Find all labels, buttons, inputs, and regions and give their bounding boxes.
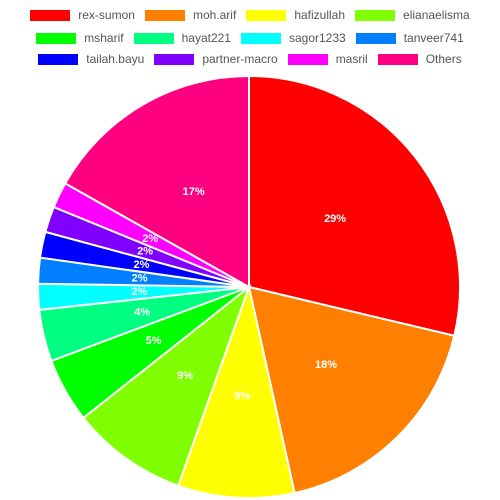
legend-item[interactable]: msharif: [36, 31, 124, 45]
legend-label: Others: [425, 52, 462, 66]
legend-item[interactable]: moh.arif: [144, 8, 237, 22]
legend-item[interactable]: elianaelisma: [355, 8, 470, 22]
legend-label: moh.arif: [192, 8, 237, 22]
slice-label: 29%: [324, 213, 346, 225]
legend-item[interactable]: rex-sumon: [30, 8, 135, 22]
legend-swatch: [30, 9, 71, 21]
legend-swatch: [355, 9, 396, 21]
legend-swatch: [154, 53, 195, 65]
pie-slice[interactable]: [82, 284, 252, 488]
legend-item[interactable]: partner-macro: [154, 52, 278, 66]
legend-label: rex-sumon: [78, 8, 135, 22]
legend-label: hayat221: [181, 31, 231, 45]
legend-swatch: [355, 32, 396, 44]
slice-label: 2%: [142, 233, 158, 245]
legend-label: sagor1233: [288, 31, 346, 45]
legend-swatch: [38, 53, 79, 65]
legend-row: rex-sumon moh.arif hafizullah elianaelisma: [0, 8, 500, 22]
slice-label: 9%: [234, 390, 250, 402]
slice-label: 2%: [131, 286, 147, 298]
slice-label: 2%: [132, 272, 148, 284]
slice-label: 17%: [183, 186, 205, 198]
legend-swatch: [133, 32, 174, 44]
legend-swatch: [144, 9, 185, 21]
legend-item[interactable]: sagor1233: [240, 31, 346, 45]
legend-label: partner-macro: [202, 52, 278, 66]
legend-item[interactable]: hafizullah: [246, 8, 345, 22]
slice-label: 2%: [134, 259, 150, 271]
legend-label: elianaelisma: [403, 8, 470, 22]
legend-row: tailah.bayu partner-macro masril Others: [0, 52, 500, 66]
pie-slice[interactable]: [248, 74, 461, 337]
slice-label: 18%: [315, 359, 337, 371]
pie-slice[interactable]: [247, 285, 456, 495]
legend-label: msharif: [84, 31, 124, 45]
legend-swatch: [36, 32, 77, 44]
legend-item[interactable]: tanveer741: [355, 31, 464, 45]
slice-label: 9%: [177, 370, 193, 382]
pie-slice[interactable]: [63, 74, 250, 289]
slice-label: 2%: [137, 246, 153, 258]
legend-label: tanveer741: [403, 31, 464, 45]
legend-item[interactable]: Others: [377, 52, 462, 66]
legend-swatch: [246, 9, 287, 21]
legend-swatch: [240, 32, 281, 44]
slice-label: 5%: [145, 335, 161, 347]
legend-swatch: [287, 53, 328, 65]
legend-row: msharif hayat221 sagor1233 tanveer741: [0, 31, 500, 45]
legend-item[interactable]: masril: [287, 52, 368, 66]
legend-label: hafizullah: [294, 8, 346, 22]
pie-slice[interactable]: [176, 283, 296, 499]
legend-item[interactable]: hayat221: [133, 31, 231, 45]
legend-item[interactable]: tailah.bayu: [38, 52, 144, 66]
chart-legend: rex-sumon moh.arif hafizullah elianaelisma m…: [0, 0, 500, 70]
legend-swatch: [377, 53, 418, 65]
slice-label: 4%: [134, 306, 150, 318]
legend-label: tailah.bayu: [86, 52, 145, 66]
legend-label: masril: [335, 52, 368, 66]
